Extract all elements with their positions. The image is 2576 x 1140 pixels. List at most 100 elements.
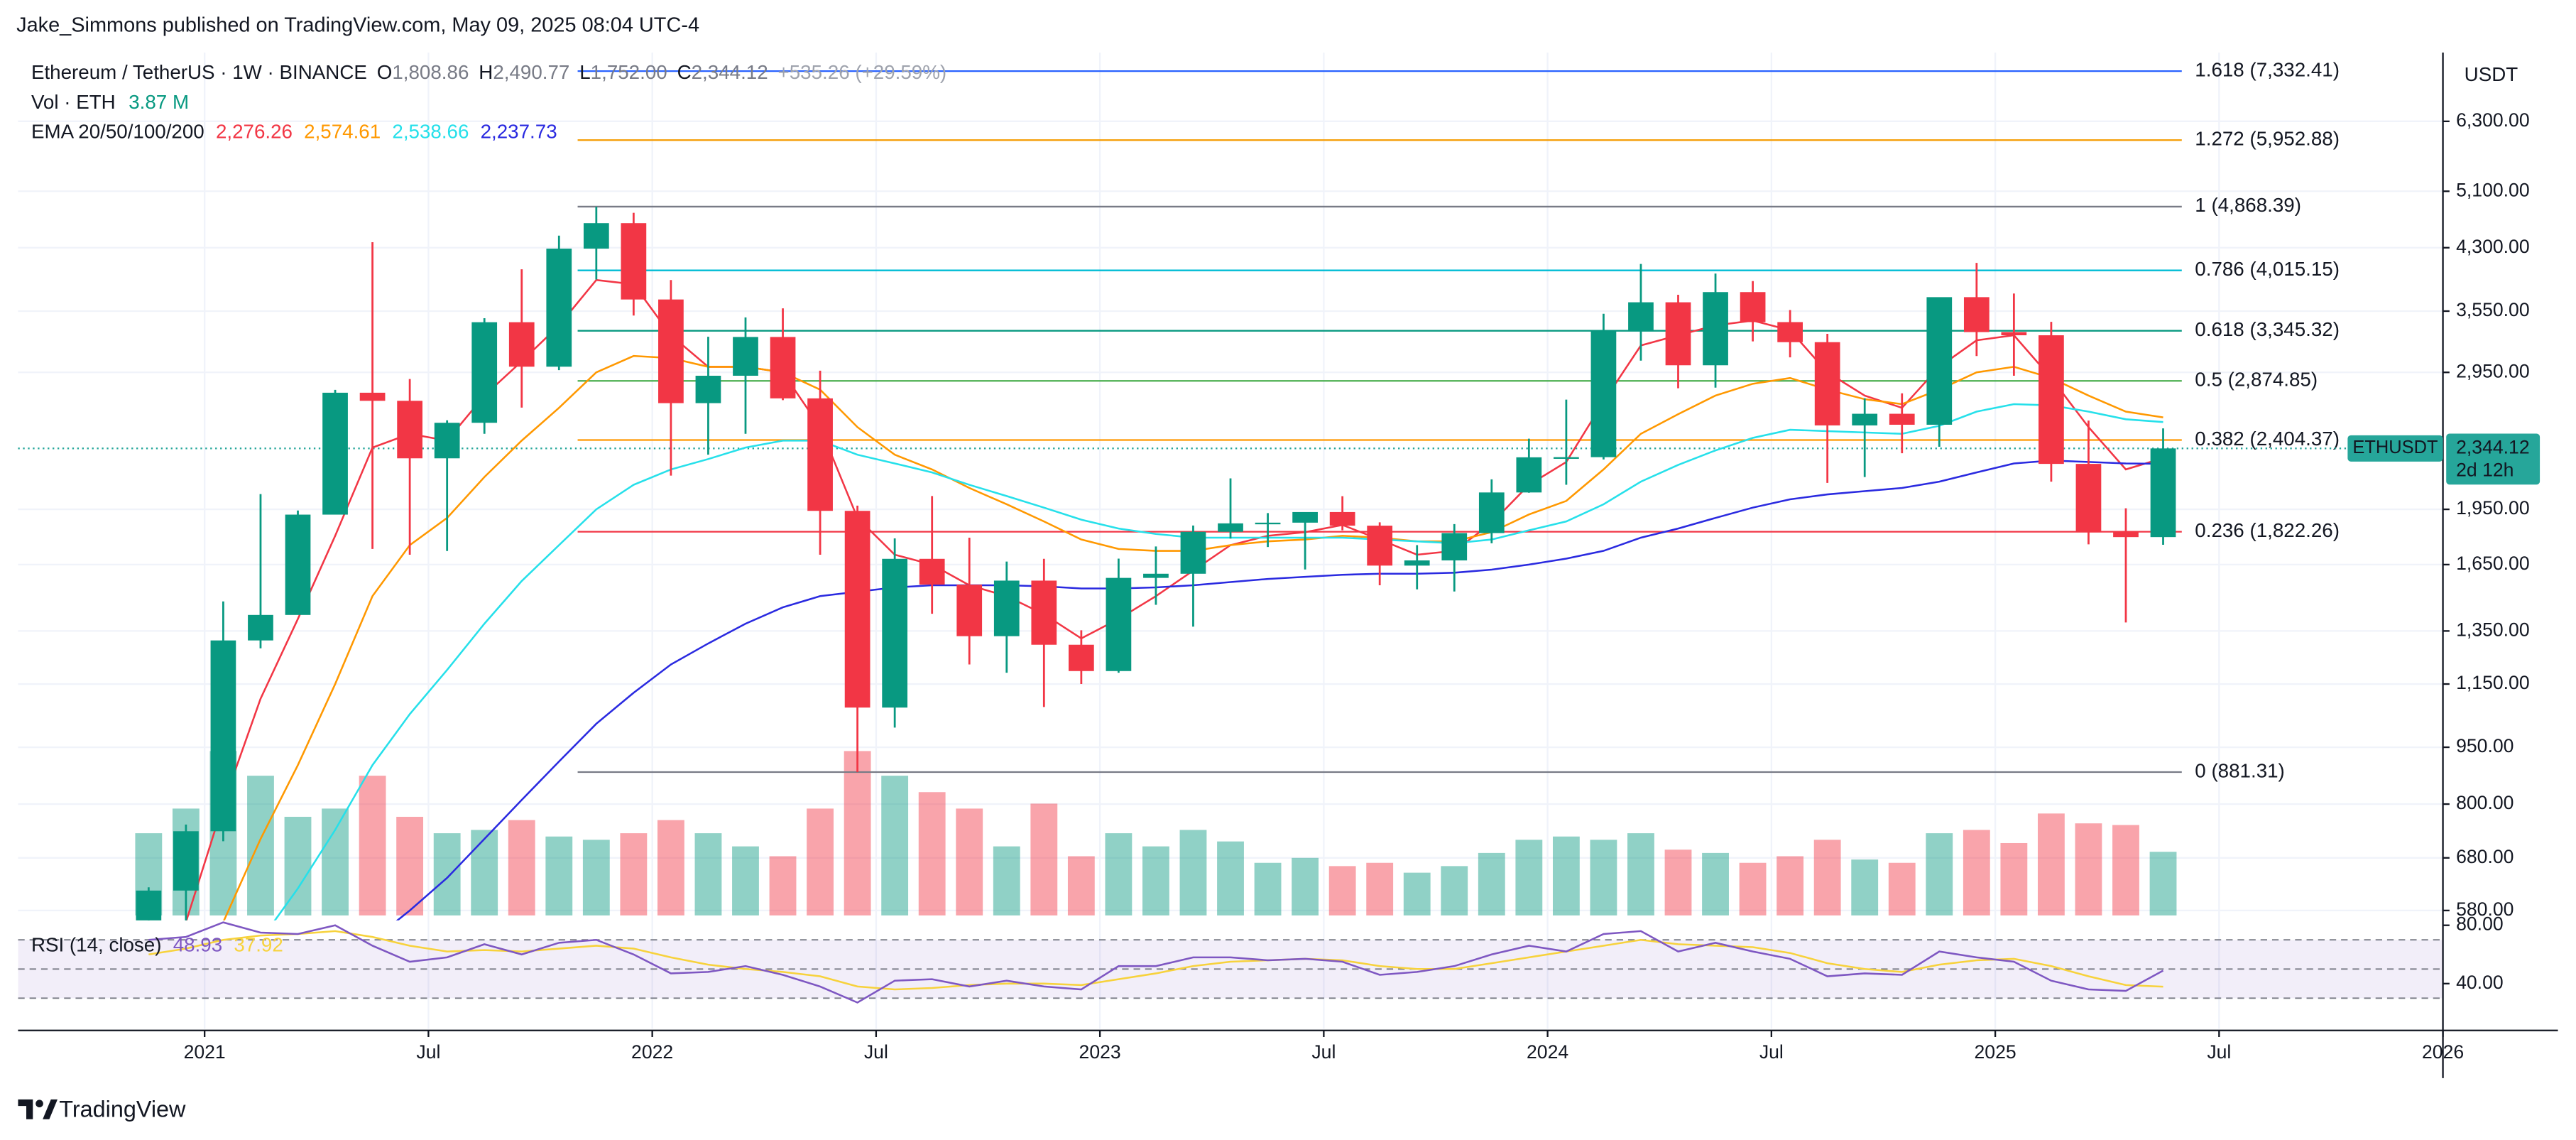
volume-bar <box>284 816 312 916</box>
candle-body <box>695 376 721 403</box>
legend-line: Ethereum / TetherUS · 1W · BINANCE O1,808… <box>31 61 946 83</box>
volume-bar <box>471 830 498 916</box>
volume-bar <box>1888 862 1916 916</box>
volume-bar <box>508 820 535 916</box>
volume-bar <box>769 856 797 916</box>
legend-line: Vol · ETH 3.87 M <box>31 91 189 113</box>
tag-symbol-bg <box>2347 435 2443 462</box>
candle-body <box>508 322 535 367</box>
legend-line: RSI (14, close) 48.93 37.92 <box>31 934 283 956</box>
symbol: Ethereum / TetherUS · 1W · BINANCE <box>31 61 367 83</box>
y-tick-label: 5,100.00 <box>2456 179 2530 200</box>
x-tick-label: Jul <box>864 1041 888 1063</box>
volume-bar <box>359 776 386 916</box>
brand-logo <box>18 1099 58 1119</box>
candle-body <box>546 249 572 367</box>
volume-bar <box>1067 856 1095 916</box>
y-tick-label: 4,300.00 <box>2456 236 2530 257</box>
candle-body <box>359 392 386 401</box>
ohlc-value: 1,752.00 <box>591 61 667 83</box>
candle-body <box>1143 573 1169 578</box>
candle-body <box>397 401 422 459</box>
volume-bar <box>1590 840 1617 916</box>
ohlc-value: 2,490.77 <box>493 61 569 83</box>
candle-body <box>173 831 199 891</box>
brand-name: TradingView <box>59 1097 186 1122</box>
candle-body <box>1329 511 1355 526</box>
y-axis-unit: USDT <box>2465 63 2518 85</box>
volume-bar <box>433 833 461 916</box>
candle-body <box>993 580 1020 636</box>
volume-bar <box>1963 830 1990 916</box>
x-tick-label: Jul <box>1311 1041 1336 1063</box>
candle-body <box>1255 522 1281 525</box>
candle-body <box>882 558 908 708</box>
y-tick-label: 800.00 <box>2456 792 2514 813</box>
volume-bar <box>322 808 349 916</box>
x-tick-label: 2021 <box>184 1041 226 1063</box>
logo-shape <box>43 1099 58 1119</box>
volume-bar <box>620 833 648 916</box>
candle-body <box>322 392 348 515</box>
candle-body <box>1106 577 1132 671</box>
volume-bar <box>396 816 424 916</box>
y-tick-label: 680.00 <box>2456 846 2514 867</box>
ohlc-label: H <box>479 61 493 83</box>
change: +535.26 (+29.59%) <box>778 61 947 83</box>
volume-bar <box>1403 872 1431 916</box>
volume-bar <box>1851 859 1879 916</box>
candle-body <box>1814 342 1840 425</box>
candle-body <box>1031 580 1057 645</box>
candles <box>136 206 2176 921</box>
published-note: Jake_Simmons published on TradingView.co… <box>16 14 699 37</box>
rsi-tick-label: 40.00 <box>2456 972 2504 993</box>
x-tick-label: 2024 <box>1527 1041 1568 1063</box>
candle-body <box>1367 526 1393 566</box>
volume-bar <box>2112 825 2139 916</box>
fib-label: 1.272 (5,952.88) <box>2195 128 2340 150</box>
candle-body <box>2150 448 2176 538</box>
ema-value: 2,538.66 <box>392 121 469 143</box>
y-tick-label: 1,650.00 <box>2456 553 2530 574</box>
logo-dot <box>36 1100 43 1108</box>
volume-bar <box>1179 830 1207 916</box>
x-tick-label: 2025 <box>1975 1041 2016 1063</box>
rsi-pane <box>18 921 2443 1004</box>
x-tick-label: 2026 <box>2422 1041 2464 1063</box>
candle-body <box>434 423 460 459</box>
candle-body <box>621 223 647 300</box>
candle-body <box>1516 457 1542 493</box>
rsi-label: RSI (14, close) <box>31 934 162 956</box>
candle-body <box>770 337 796 398</box>
volume-bar <box>1030 803 1058 916</box>
candle-body <box>1665 302 1691 366</box>
ema-value: 2,237.73 <box>481 121 557 143</box>
legend: Ethereum / TetherUS · 1W · BINANCE O1,808… <box>31 61 946 956</box>
rsi-value: 48.93 <box>173 934 222 956</box>
volume-bar <box>993 846 1020 916</box>
ema-label: EMA 20/50/100/200 <box>31 121 204 143</box>
candle-body <box>2039 335 2064 465</box>
candle-body <box>1292 511 1318 523</box>
volume-bar <box>1702 852 1729 916</box>
candle-body <box>1926 297 1953 425</box>
candle-body <box>1554 457 1579 459</box>
fib-label: 0 (881.31) <box>2195 759 2285 781</box>
fib-label: 0.5 (2,874.85) <box>2195 369 2318 391</box>
ema-value: 2,574.61 <box>304 121 381 143</box>
volume-bar <box>1217 841 1244 916</box>
last-price-tag: ETHUSDT 2,344.12 2d 12h <box>2347 433 2540 485</box>
fib-label: 0.786 (4,015.15) <box>2195 258 2340 280</box>
candle-body <box>1852 413 1878 425</box>
candle-body <box>1590 331 1617 457</box>
y-tick-label: 580.00 <box>2456 899 2514 920</box>
candle-body <box>1963 297 1990 332</box>
volume-bar <box>1142 846 1169 916</box>
candle-body <box>1404 560 1430 566</box>
candle-body <box>1777 322 1803 342</box>
candle-body <box>1628 302 1654 332</box>
fib-label: 1 (4,868.39) <box>2195 194 2301 216</box>
volume-bar <box>2000 842 2028 916</box>
grid <box>18 53 2444 1029</box>
